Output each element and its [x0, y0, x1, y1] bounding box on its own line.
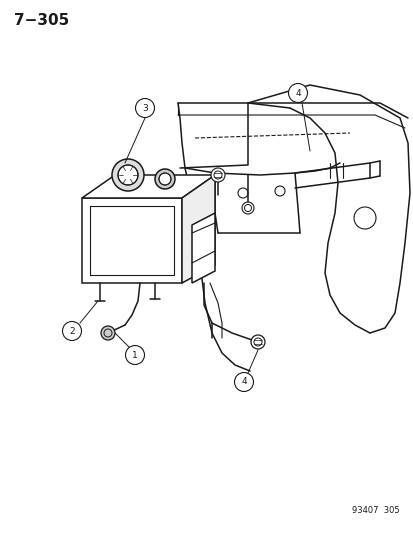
- Circle shape: [154, 169, 175, 189]
- Circle shape: [250, 335, 264, 349]
- Circle shape: [135, 99, 154, 117]
- Polygon shape: [82, 175, 214, 198]
- Circle shape: [125, 345, 144, 365]
- Text: 93407  305: 93407 305: [351, 506, 399, 515]
- Polygon shape: [192, 213, 214, 283]
- Text: 1: 1: [132, 351, 138, 359]
- Circle shape: [112, 159, 144, 191]
- Text: 2: 2: [69, 327, 75, 335]
- Text: 7−305: 7−305: [14, 13, 69, 28]
- Circle shape: [159, 173, 171, 185]
- Circle shape: [62, 321, 81, 341]
- Circle shape: [118, 165, 138, 185]
- Circle shape: [101, 326, 115, 340]
- Circle shape: [211, 168, 224, 182]
- Text: 4: 4: [241, 377, 246, 386]
- Polygon shape: [82, 198, 182, 283]
- Circle shape: [288, 84, 307, 102]
- Polygon shape: [182, 175, 214, 283]
- Text: 3: 3: [142, 103, 147, 112]
- Text: 4: 4: [294, 88, 300, 98]
- Circle shape: [234, 373, 253, 392]
- Circle shape: [242, 202, 254, 214]
